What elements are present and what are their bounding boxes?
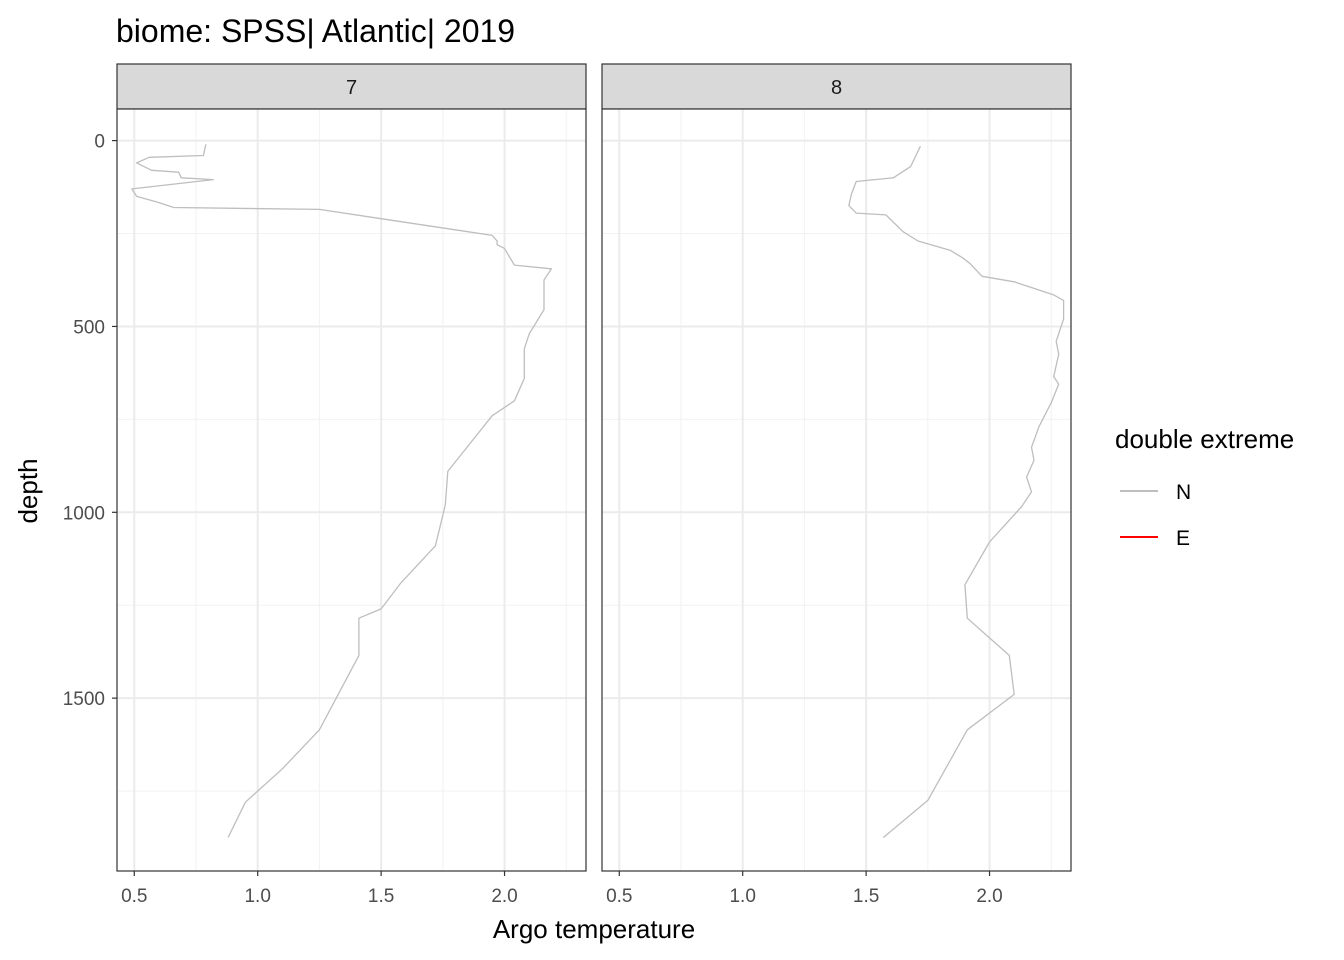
x-tick-label: 1.0 <box>729 886 755 907</box>
x-tick-label: 0.5 <box>121 886 147 907</box>
x-tick-label: 2.0 <box>491 886 517 907</box>
x-tick-label: 2.0 <box>976 886 1002 907</box>
facet-strip-label: 8 <box>831 77 842 99</box>
panel-border <box>601 108 1072 872</box>
series-line-N <box>131 144 553 838</box>
facet-strip <box>116 63 587 110</box>
y-tick-label: 1500 <box>63 689 105 710</box>
x-tick-label: 1.5 <box>853 886 879 907</box>
facet-panels: 7 0.5 1.0 1.5 2.0 0 500 1000 1500 8 0.5 1.0 1.5 2.0 <box>63 63 1072 907</box>
facet-panel-8: 8 0.5 1.0 1.5 2.0 <box>601 63 1072 907</box>
series-line-N <box>848 145 1065 838</box>
x-tick-label: 1.5 <box>368 886 394 907</box>
facet-panel-7: 7 0.5 1.0 1.5 2.0 0 500 1000 1500 <box>63 63 587 907</box>
legend-label-N: N <box>1176 481 1191 504</box>
chart-title: biome: SPSS| Atlantic| 2019 <box>116 13 515 49</box>
panel-background <box>117 109 586 871</box>
panel-background <box>602 109 1071 871</box>
legend-title: double extreme <box>1115 424 1294 454</box>
y-tick-label: 1000 <box>63 503 105 524</box>
facet-strip-label: 7 <box>346 77 357 99</box>
y-tick-label: 500 <box>73 317 105 338</box>
legend: double extreme NE <box>1115 424 1294 550</box>
x-tick-label: 0.5 <box>606 886 632 907</box>
x-axis-title: Argo temperature <box>493 914 695 944</box>
facet-strip <box>601 63 1072 110</box>
panel-border <box>116 108 587 872</box>
y-tick-label: 0 <box>94 132 105 153</box>
x-tick-label: 1.0 <box>244 886 270 907</box>
legend-label-E: E <box>1176 527 1190 550</box>
y-axis-title: depth <box>13 458 43 523</box>
